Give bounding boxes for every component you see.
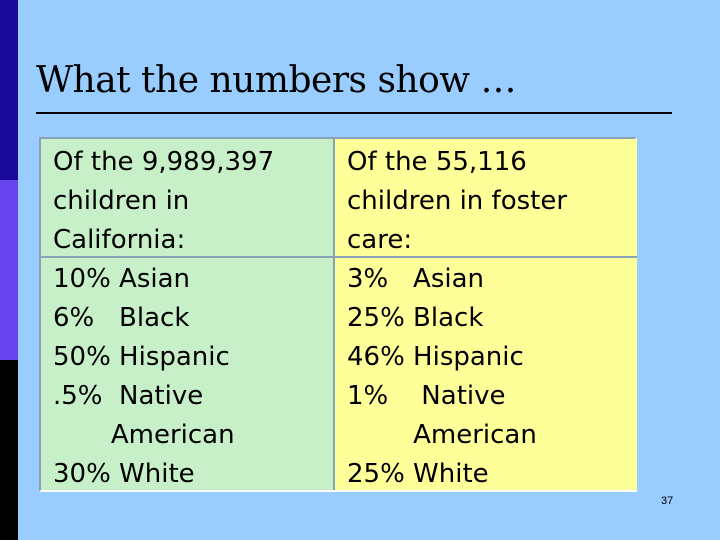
bar-segment-bottom xyxy=(0,360,18,540)
bar-segment-top xyxy=(0,0,18,180)
foster-care-column: Of the 55,116 children in foster care: 3… xyxy=(335,139,637,490)
bar-segment-middle xyxy=(0,180,18,360)
comparison-table: Of the 9,989,397 children in California:… xyxy=(39,137,637,492)
title-underline xyxy=(36,112,672,114)
slide-title: What the numbers show … xyxy=(36,60,517,101)
slide-number: 37 xyxy=(661,495,674,507)
california-header: Of the 9,989,397 children in California: xyxy=(53,147,275,255)
row-divider xyxy=(41,256,333,258)
california-breakdown: 10% Asian 6% Black 50% Hispanic .5% Nati… xyxy=(53,264,235,489)
foster-care-breakdown: 3% Asian 25% Black 46% Hispanic 1% Nativ… xyxy=(347,264,537,489)
california-column: Of the 9,989,397 children in California:… xyxy=(41,139,335,490)
foster-care-header: Of the 55,116 children in foster care: xyxy=(347,147,568,255)
row-divider xyxy=(335,256,637,258)
decorative-left-bar xyxy=(0,0,18,540)
